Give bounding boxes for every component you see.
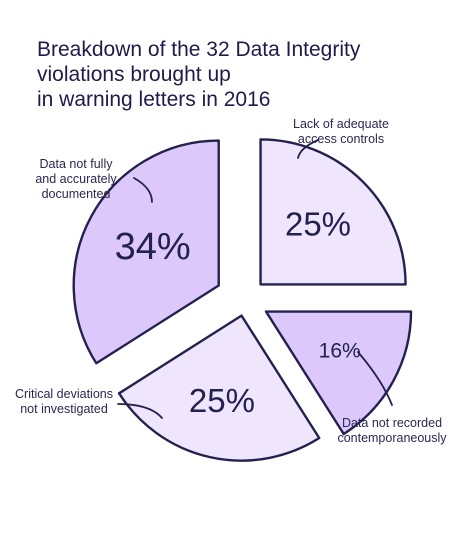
slice-category-label: Data not recorded contemporaneously [337, 416, 447, 445]
slice-value-label: 16% [319, 340, 361, 363]
category-label-line: and accurately [35, 172, 117, 186]
chart-title: Breakdown of the 32 Data Integrity viola… [37, 37, 457, 112]
category-label-line: access controls [298, 132, 384, 146]
value-labels: 25% 16% 25% 34% [115, 206, 361, 419]
chart-title-line: violations brought up [37, 63, 231, 86]
category-label-line: Data not fully [40, 157, 114, 171]
pie-slice [264, 310, 413, 436]
leader-lines [117, 139, 393, 419]
slice-category-label: Critical deviations not investigated [15, 387, 113, 416]
slice-value-label: 25% [189, 382, 255, 419]
category-label-line: contemporaneously [337, 431, 447, 445]
category-label-line: Lack of adequate [293, 117, 389, 131]
leader-line [133, 177, 153, 203]
category-labels: Lack of adequate access controls Data not … [15, 117, 447, 445]
pie-slice [259, 138, 407, 286]
slice-value-label: 34% [115, 226, 191, 268]
category-label-line: not investigated [20, 402, 108, 416]
category-label-line: documented [42, 187, 111, 201]
category-label-line: Data not recorded [342, 416, 442, 430]
category-label-line: Critical deviations [15, 387, 113, 401]
leader-line [117, 403, 163, 419]
slice-category-label: Lack of adequate access controls [293, 117, 389, 146]
leader-line [297, 139, 319, 159]
slice-category-label: Data not fully and accurately documented [35, 157, 117, 201]
chart-title-line: Breakdown of the 32 Data Integrity [37, 38, 361, 61]
slice-value-label: 25% [285, 206, 351, 243]
pie-slice [72, 139, 220, 365]
leader-line [357, 351, 393, 406]
pie-slice [117, 314, 321, 462]
pie-slices [72, 138, 413, 462]
chart-title-line: in warning letters in 2016 [37, 88, 271, 111]
